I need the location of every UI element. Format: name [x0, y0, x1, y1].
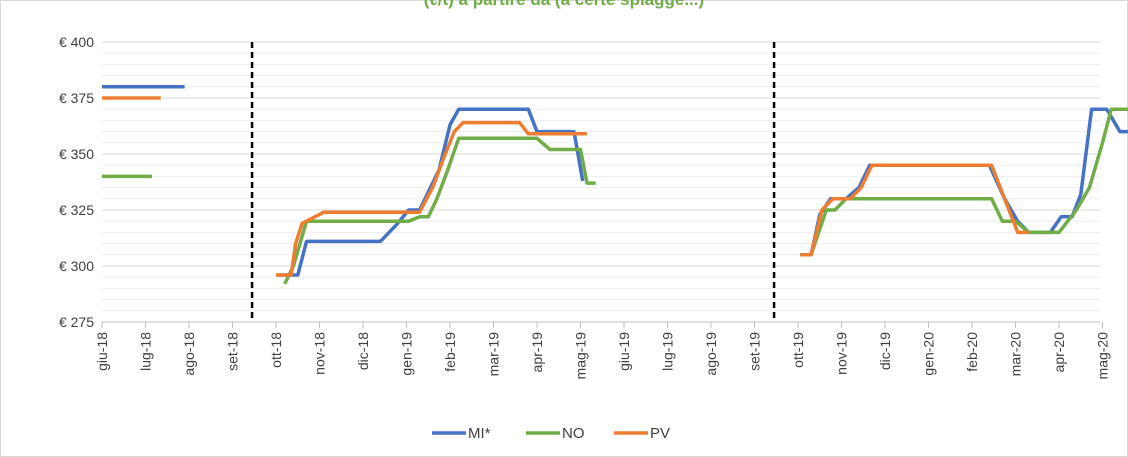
y-tick-label: € 400	[59, 34, 94, 50]
x-tick-label: dic-19	[877, 332, 893, 370]
y-tick-label: € 325	[59, 202, 94, 218]
x-tick-label: ago-18	[181, 332, 197, 376]
legend-label: PV	[650, 425, 670, 442]
legend-item: PV	[614, 425, 670, 442]
axes	[101, 321, 1103, 328]
x-tick-label: apr-19	[529, 332, 545, 373]
x-tick-label: giu-18	[94, 332, 110, 371]
x-tick-label: nov-19	[834, 332, 850, 375]
series-line-segment	[800, 107, 1128, 257]
x-tick-label: mag-19	[573, 332, 589, 380]
x-tick-label: set-19	[747, 332, 763, 371]
x-tick-label: feb-20	[964, 332, 980, 372]
x-tick-label: mag-20	[1095, 332, 1111, 380]
series-line-segment	[800, 163, 1029, 257]
x-tick-label: mar-19	[486, 332, 502, 377]
major-gridlines	[102, 41, 1100, 267]
x-tick-label: nov-18	[312, 332, 328, 375]
x-tick-labels: giu-18 lug-18 ago-18 set-18 ott-18 nov-18 dic-…	[94, 332, 1111, 380]
x-tick-label: dic-18	[355, 332, 371, 370]
legend-label: NO	[562, 425, 585, 442]
x-tick-label: ago-19	[703, 332, 719, 376]
y-tick-label: € 300	[59, 258, 94, 274]
x-tick-label: ott-19	[790, 332, 806, 368]
y-tick-label: € 375	[59, 90, 94, 106]
x-tick-label: lug-19	[660, 332, 676, 371]
y-tick-label: € 350	[59, 146, 94, 162]
x-tick-label: feb-19	[442, 332, 458, 372]
legend-item: MI*	[432, 425, 491, 442]
x-tick-label: gen-20	[921, 332, 937, 376]
x-tick-label: ott-18	[268, 332, 284, 368]
x-tick-label: apr-20	[1051, 332, 1067, 373]
x-tick-label: set-18	[225, 332, 241, 371]
legend-item: NO	[526, 425, 585, 442]
x-tick-label: giu-19	[616, 332, 632, 371]
x-tick-label: gen-19	[399, 332, 415, 376]
legend: MI* NO PV	[432, 425, 670, 442]
series-pv	[102, 96, 1029, 277]
series-mi	[102, 85, 1128, 277]
series-line-segment	[276, 120, 587, 277]
chart-title: (ℓ/t) a partire da (a certe spiagge...)	[0, 0, 1128, 10]
series-no	[102, 107, 1128, 285]
y-tick-labels: € 400 € 375 € 350 € 325 € 300 € 275	[59, 34, 94, 330]
legend-label: MI*	[468, 425, 491, 442]
y-tick-label: € 275	[59, 314, 94, 330]
x-tick-label: mar-20	[1008, 332, 1024, 377]
series-line-segment	[278, 107, 585, 277]
x-tick-label: lug-18	[138, 332, 154, 371]
series-lines	[102, 85, 1128, 285]
season-dividers	[250, 42, 776, 322]
series-line-segment	[283, 136, 596, 285]
series-line-segment	[800, 107, 1128, 257]
